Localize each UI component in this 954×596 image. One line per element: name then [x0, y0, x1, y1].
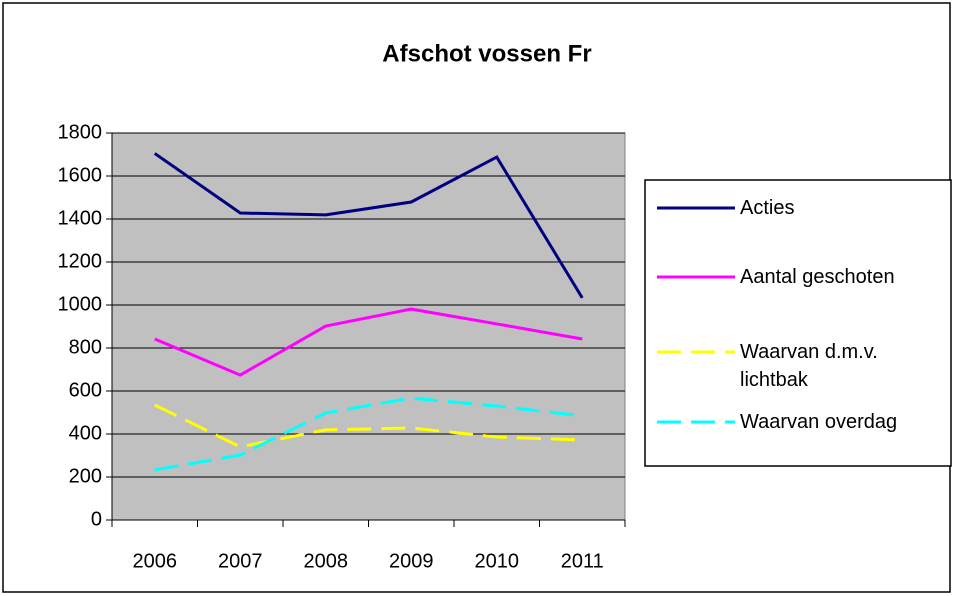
- x-tick-label: 2010: [475, 550, 520, 572]
- legend-label: Aantal geschoten: [740, 266, 895, 288]
- legend-label: Waarvan d.m.v. lichtbak: [740, 341, 878, 391]
- x-tick-label: 2007: [218, 550, 263, 572]
- y-tick-label: 0: [91, 508, 102, 530]
- y-tick-label: 800: [69, 336, 102, 358]
- chart-title: Afschot vossen Fr: [382, 40, 591, 67]
- y-tick-label: 600: [69, 379, 102, 401]
- legend-label: Waarvan overdag: [740, 411, 898, 433]
- series-line: [154, 403, 583, 449]
- plot-area: [111, 132, 626, 521]
- y-tick-label: 1800: [58, 121, 103, 143]
- x-tick-label: 2009: [389, 550, 434, 572]
- series-line: [153, 152, 584, 299]
- x-tick-label: 2011: [561, 550, 604, 572]
- y-tick-label: 400: [69, 422, 102, 444]
- y-tick-label: 1600: [58, 164, 103, 186]
- series-line: [154, 396, 583, 472]
- y-tick-label: 1000: [58, 293, 103, 315]
- legend-box: [644, 179, 952, 467]
- x-tick-label: 2008: [304, 550, 349, 572]
- y-tick-label: 1400: [58, 207, 103, 229]
- legend-label: Acties: [740, 197, 795, 219]
- y-tick-label: 200: [69, 465, 102, 487]
- x-tick-label: 2006: [133, 550, 178, 572]
- y-tick-label: 1200: [58, 250, 103, 272]
- series-line: [154, 307, 583, 377]
